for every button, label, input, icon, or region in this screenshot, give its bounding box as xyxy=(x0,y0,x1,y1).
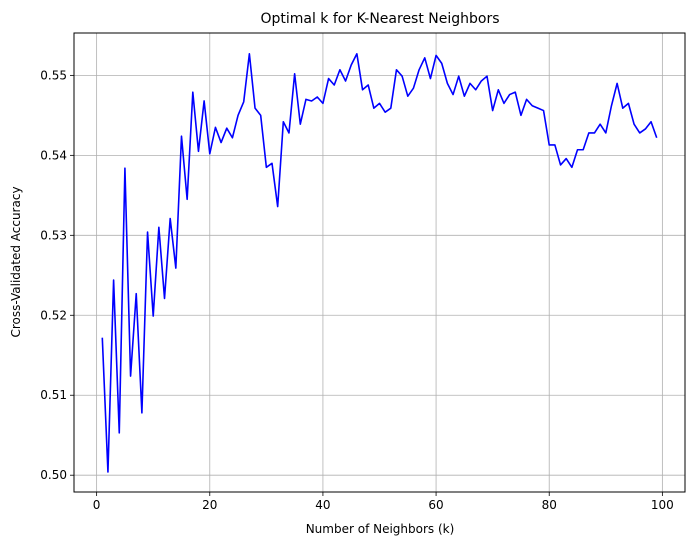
x-tick-label: 80 xyxy=(542,498,557,512)
grid-layer xyxy=(74,33,685,492)
x-tick-label: 0 xyxy=(93,498,101,512)
chart-title: Optimal k for K-Nearest Neighbors xyxy=(260,11,499,27)
x-tick-label: 40 xyxy=(315,498,330,512)
x-axis-label: Number of Neighbors (k) xyxy=(306,522,455,536)
y-axis-label: Cross-Validated Accuracy xyxy=(9,186,23,337)
series-layer xyxy=(101,52,658,473)
x-tick-label: 60 xyxy=(428,498,443,512)
y-tick-label: 0.55 xyxy=(40,68,67,82)
y-tick-label: 0.51 xyxy=(40,388,67,402)
y-tick-label: 0.52 xyxy=(40,308,67,322)
data-points xyxy=(102,53,657,473)
tick-layer: 0 20 40 60 80 100 0.50 0.51 0.52 0.53 0.54 0.55 xyxy=(40,68,674,512)
plot-frame xyxy=(73,32,686,493)
accuracy-series-line xyxy=(101,52,658,473)
y-tick-label: 0.53 xyxy=(40,228,67,242)
x-tick-label: 100 xyxy=(651,498,674,512)
x-tick-label: 20 xyxy=(202,498,217,512)
y-tick-label: 0.54 xyxy=(40,148,67,162)
y-tick-label: 0.50 xyxy=(40,468,67,482)
